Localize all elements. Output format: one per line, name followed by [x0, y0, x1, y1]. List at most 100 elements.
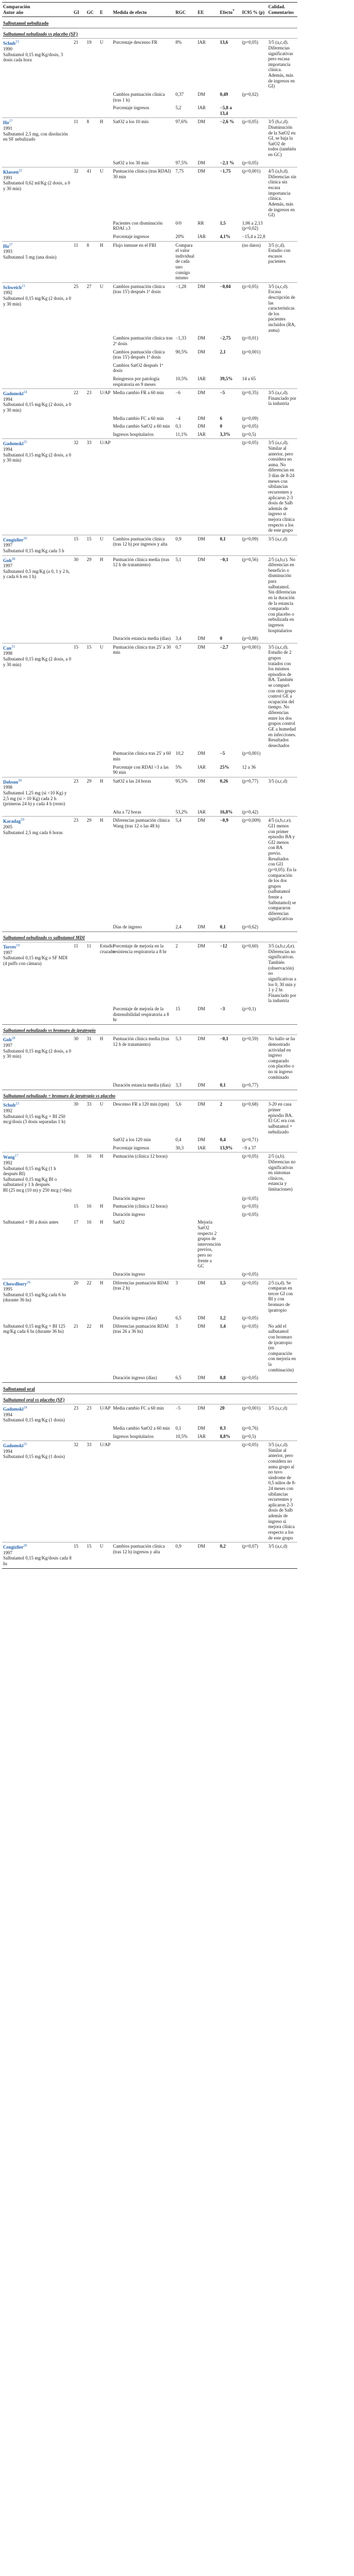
gc-cell: 8 [86, 117, 99, 159]
study-author-link[interactable]: Can [3, 645, 12, 651]
reference-number[interactable]: 23 [15, 40, 20, 44]
effect-estimate-type-cell: DM [197, 160, 206, 165]
gi-cell [73, 1144, 86, 1153]
study-author-link[interactable]: Wang [3, 1155, 15, 1160]
study-author-link[interactable]: Ho [3, 120, 9, 126]
effect-estimate-type-cell: DM [197, 1323, 206, 1329]
outcome-cell: Duración estancia media (días) [113, 1082, 171, 1088]
table-row: Media cambio SatO2 a 60 min 0,1 DM 0,3 (p=0,… [2, 1425, 352, 1433]
gi-cell: 30 [72, 1035, 86, 1082]
study-author-link[interactable]: Chowdhury [3, 1281, 27, 1286]
study-author-link[interactable]: Torres [3, 944, 16, 950]
quality-comment-cell [267, 159, 298, 167]
study-author-link[interactable]: Karadag [3, 819, 21, 824]
effect-value-cell [218, 1440, 241, 1543]
study-author-link[interactable]: Goh [3, 1037, 12, 1043]
study-author-link[interactable]: Gadomski [3, 441, 24, 447]
study-author-link[interactable]: Gadomski [3, 1406, 24, 1412]
study-author-link[interactable]: Klassen [3, 170, 19, 175]
gi-cell [73, 1195, 86, 1203]
study-author-link[interactable]: Gadomski [3, 1443, 24, 1449]
effect-estimate-type-cell: IAR [197, 105, 206, 111]
effect-value-cell [219, 362, 241, 375]
gc-cell [86, 1425, 98, 1433]
table-row: Gadomski24 1994 Salbutamol 0,15 mg/Kg (2 … [2, 388, 352, 415]
study-author-link[interactable]: Schweich [3, 284, 22, 290]
confidence-interval-cell: (p>0,05) [242, 1204, 259, 1209]
study-cell [2, 334, 73, 348]
reference-number[interactable]: 28 [11, 1036, 15, 1041]
rgc-cell: 6,5 [175, 1315, 181, 1321]
effect-estimate-type-cell [196, 438, 219, 535]
reference-number[interactable]: 27 [9, 242, 13, 247]
reference-number[interactable]: 29 [21, 818, 25, 822]
study-author-link[interactable]: Cengizlier [3, 1545, 24, 1550]
reference-number[interactable]: 26 [27, 1280, 31, 1284]
reference-number[interactable]: 25 [23, 1442, 27, 1447]
study-author-link[interactable]: Gadomski [3, 391, 24, 397]
reference-number[interactable]: 30 [18, 778, 22, 783]
confidence-interval-cell [241, 104, 267, 118]
rgc-cell: 0,37 [175, 91, 184, 97]
effect-value-cell: 2 [218, 1100, 241, 1137]
confidence-interval-cell [241, 362, 267, 375]
setting-cell: U [98, 282, 112, 335]
effect-value-cell: 0,4 [220, 1137, 226, 1143]
reference-number[interactable]: 17 [14, 1154, 19, 1158]
rgc-cell: 10,5% [175, 376, 188, 381]
study-cell [2, 375, 73, 389]
gc-cell [86, 348, 98, 362]
quality-comment-cell [267, 750, 298, 763]
outcome-cell: Cambios puntuación clínica tras 2ª dosis [113, 335, 173, 346]
gi-cell: 32 [72, 1440, 86, 1543]
effect-estimate-type-cell: DM [196, 534, 219, 556]
setting-cell: H [99, 1204, 104, 1209]
effect-value-cell: −0,04 [218, 282, 241, 335]
effect-value-cell: −5 [218, 388, 241, 415]
study-author-link[interactable]: Ho [3, 243, 9, 249]
setting-cell: U/AP [98, 1440, 112, 1543]
gi-cell [73, 1314, 86, 1323]
reference-number[interactable]: 28 [11, 556, 15, 561]
study-author-link[interactable]: Dobson [3, 779, 19, 785]
reference-number[interactable]: 20 [23, 536, 27, 540]
setting-cell [99, 1211, 112, 1219]
setting-cell: H [98, 776, 112, 808]
gc-cell [86, 1081, 98, 1090]
reference-number[interactable]: 31 [11, 644, 15, 649]
table-row: Media cambio FC a 60 min −4 DM 6 (p=0,09) [2, 415, 352, 423]
reference-number[interactable]: 24 [23, 390, 27, 395]
gc-cell: 41 [86, 167, 99, 219]
study-cell: Can31 1998 Salbutamol 0,15 mg/Kg (2 dosis… [2, 642, 73, 750]
reference-number[interactable]: 20 [23, 1544, 27, 1548]
reference-number[interactable]: 24 [23, 1405, 27, 1410]
rgc-cell: 2,4 [175, 924, 181, 930]
quality-comment-cell: 3/5 (a,c,d). Similar al anterior, pero c… [267, 438, 298, 535]
reference-number[interactable]: 25 [23, 440, 27, 445]
outcome-cell: Cambios puntuación clínica (tras 12 h) p… [112, 534, 175, 556]
study-author-link[interactable]: Schuh [3, 41, 16, 46]
reference-number[interactable]: 19 [16, 943, 20, 948]
study-detail: 1997 Salbutamol 0,15 mg/Kg/dosis cada 8 … [3, 1550, 72, 1566]
outcome-cell: SatO2 a los 120 min [113, 1137, 151, 1143]
gi-cell [73, 923, 86, 931]
gi-cell [73, 431, 86, 439]
gi-cell [73, 635, 86, 643]
confidence-interval-cell: (p=0,001) [242, 349, 261, 354]
effect-estimate-type-cell: DM [196, 942, 219, 1005]
study-author-link[interactable]: Schuh [3, 1103, 16, 1108]
study-author-link[interactable]: Cengizlier [3, 537, 24, 543]
table-row: Duración estancia media (días) 3,4 DM 0 (p=0… [2, 635, 352, 643]
rgc-cell: 0,9 [174, 534, 197, 556]
effect-value-cell: 1,2 [220, 1315, 226, 1321]
reference-number[interactable]: 23 [15, 1101, 20, 1106]
study-detail: 1997 Salbutamol 0,15 mg/Kg o SF MDI (4 p… [3, 950, 68, 967]
study-author-link[interactable]: Goh [3, 557, 12, 563]
study-cell: Gadomski24 1994 Salbutamol 0,15 mg/Kg (1 … [2, 1404, 73, 1425]
reference-number[interactable]: 21 [22, 283, 25, 288]
reference-number[interactable]: 22 [19, 168, 23, 173]
reference-number[interactable]: 27 [9, 119, 13, 124]
gc-cell: 23 [86, 388, 99, 415]
study-cell [2, 635, 73, 643]
rgc-cell: 8% [174, 38, 197, 91]
